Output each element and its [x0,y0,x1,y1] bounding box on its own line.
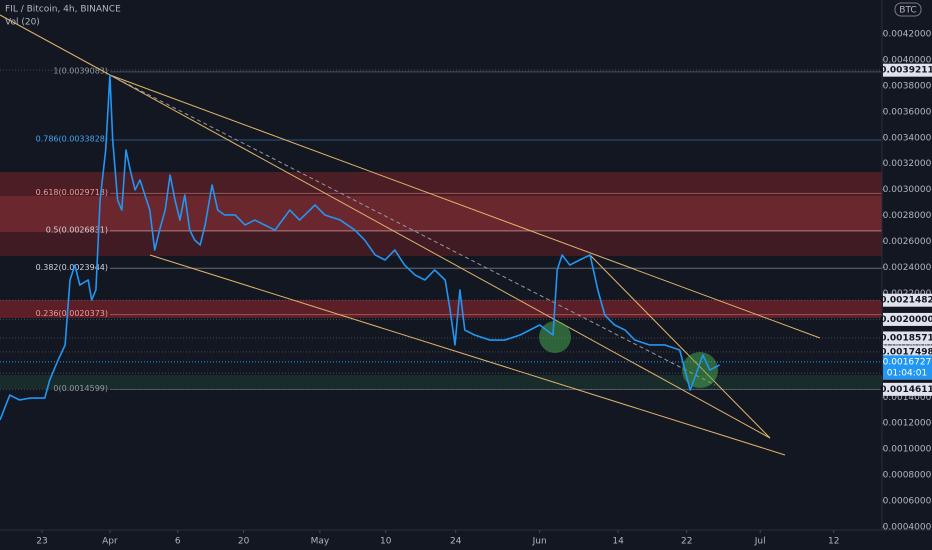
price-badge [883,312,932,326]
price-line-series [0,74,720,421]
x-tick-label: Apr [102,537,118,547]
x-tick-label: 22 [681,537,692,547]
price-badge-label: 0.0014611 [880,385,932,395]
price-axis [882,0,932,550]
price-badge [883,63,932,77]
price-badge [883,345,932,359]
trend-line [109,74,821,339]
y-tick-label: 0.0014000 [883,393,932,403]
price-badge-label: 0.0017498 [880,347,932,357]
y-tick-label: 0.0026000 [883,237,932,247]
y-tick-label: 0.0038000 [883,81,932,91]
y-tick-label: 0.0036000 [883,107,932,117]
zone [0,375,882,389]
y-tick-label: 0.0034000 [883,133,932,143]
y-tick-label: 0.0006000 [883,497,932,507]
price-badge-label: 0.0039211 [880,66,932,76]
fib-label: 0.236(0.0020373) [36,309,108,318]
axes: 0.0004000 0.0006000 0.0008000 0.0010000 0.00… [36,29,932,547]
y-tick-label: 0.0008000 [883,471,932,481]
y-tick-label: 0.0042000 [883,29,932,39]
x-tick-label: Jul [754,537,766,547]
y-tick-label: 0.0032000 [883,159,932,169]
zone [0,196,882,232]
currency-badge[interactable] [894,2,922,17]
price-badge [883,382,932,396]
x-tick-label: 20 [238,537,250,547]
price-plot [0,74,720,421]
fib-label: 1(0.0039083) [53,66,108,75]
currency-label: BTC [899,6,916,16]
trend-line [0,14,111,76]
zone [0,232,882,256]
price-badge [883,293,932,307]
y-tick-label: 0.0012000 [883,419,932,429]
highlight-circle [682,352,718,388]
y-tick-label: 0.0004000 [883,523,932,533]
y-tick-label: 0.0028000 [883,211,932,221]
y-tick-label: 0.0030000 [883,185,932,195]
volume-label: Vol (20) [5,18,40,28]
price-badge-label: 0.0018571 [880,333,932,343]
countdown: 01:04:01 [887,368,927,378]
price-badge [883,331,932,345]
price-badge-label: 0.0020000 [880,315,932,325]
x-tick-label: 10 [380,537,392,547]
x-tick-label: 6 [175,537,181,547]
current-price-label: 0.0016727 [883,357,932,367]
zone [0,172,882,196]
trend-line [149,254,786,456]
x-tick-label: 24 [450,537,462,547]
fib-label: 0.618(0.0029718) [36,188,108,197]
trend-line [589,254,771,439]
fib-label: 0.5(0.0026831) [46,225,108,234]
dashed-line [109,74,716,386]
trend-line [109,74,771,439]
x-tick-label: 14 [612,537,624,547]
y-tick-label: 0.0040000 [883,55,932,65]
chart-title: FIL / Bitcoin, 4h, BINANCE [5,5,121,15]
x-tick-label: May [311,537,330,547]
price-lines [0,69,882,390]
fib-levels: 1(0.0039083) 0.786(0.0033828) 0.618(0.0029… [36,66,882,393]
fib-label: 0.382(0.0023944) [36,263,108,272]
zone [0,300,882,318]
x-tick-label: 23 [36,537,47,547]
x-tick-label: 12 [828,537,839,547]
y-tick-label: 0.0010000 [883,445,932,455]
fib-label: 0(0.0014599) [53,384,108,393]
fib-label: 0.786(0.0033828) [36,135,108,144]
price-badge-label: 0.0021482 [880,296,932,306]
current-price-badge [883,355,932,380]
highlight-circle [539,321,571,353]
x-tick-label: Jun [532,537,547,547]
y-tick-label: 0.0024000 [883,263,932,273]
